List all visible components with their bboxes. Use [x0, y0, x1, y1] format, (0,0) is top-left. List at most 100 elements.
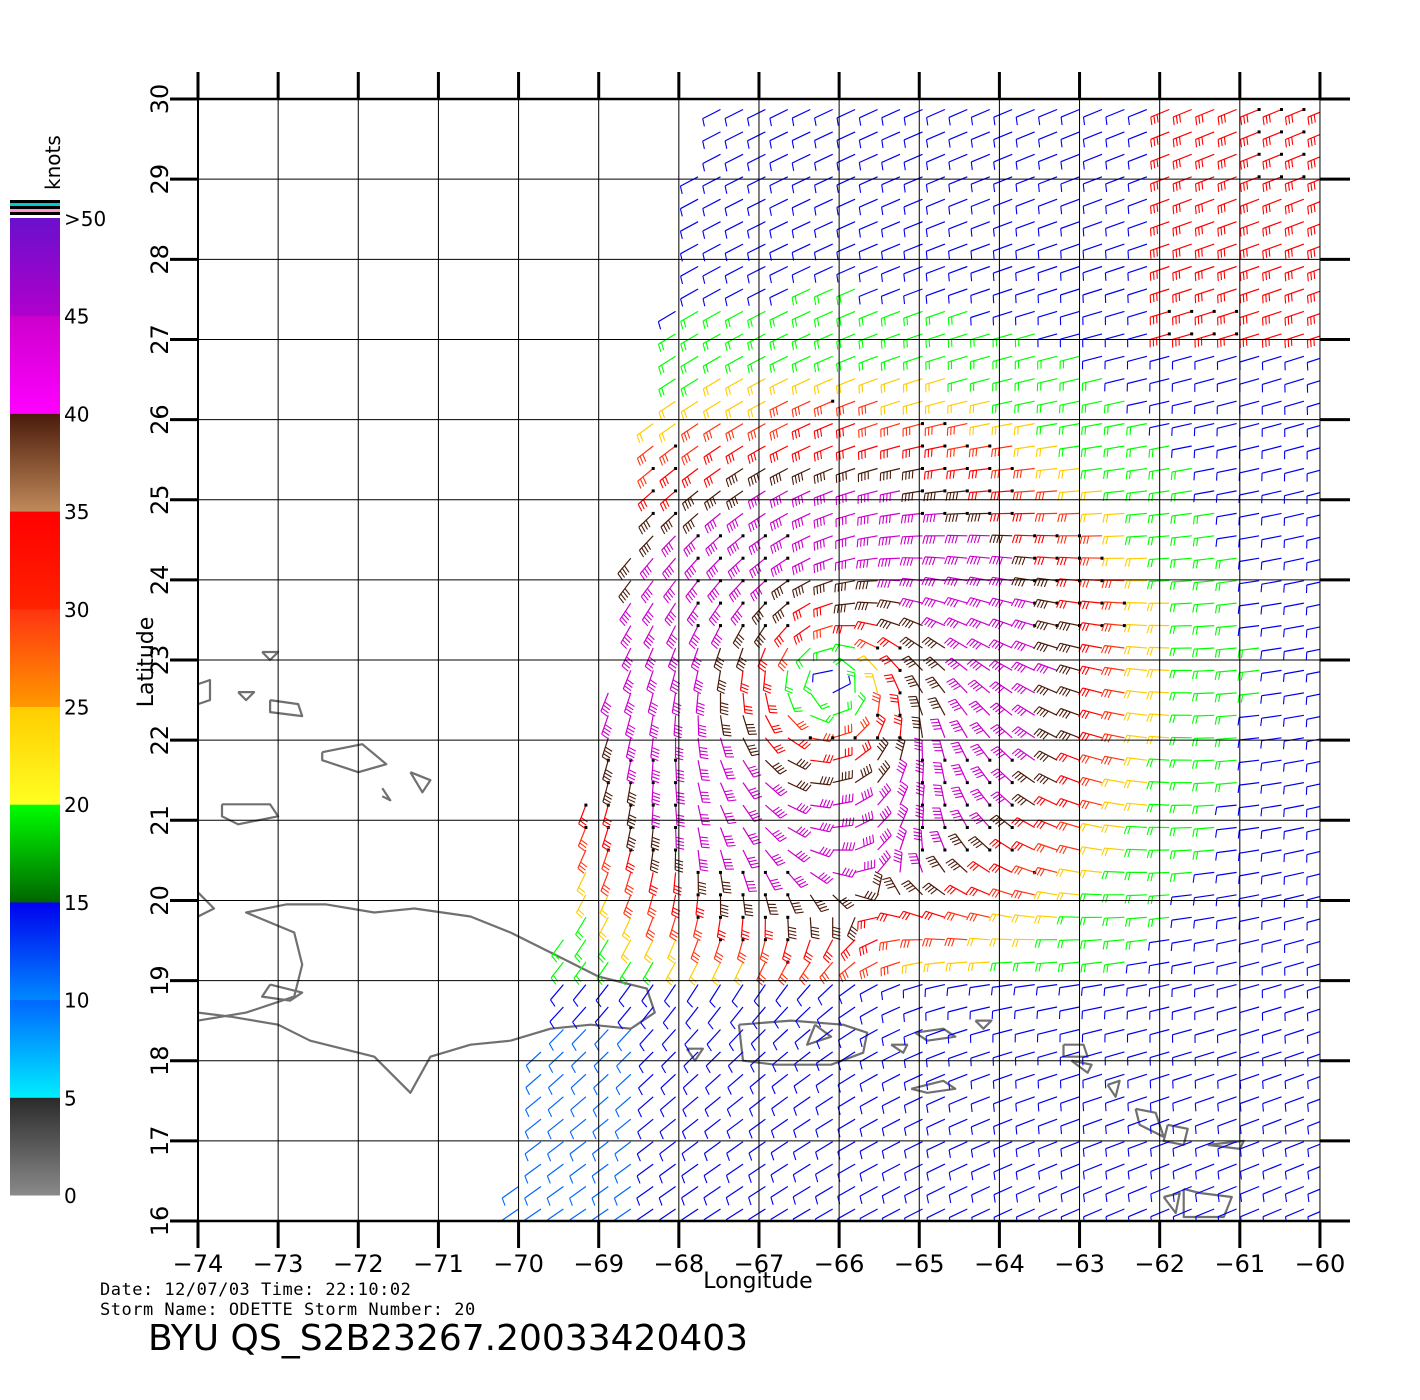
wind-barb — [1083, 176, 1103, 185]
wind-barb — [1059, 961, 1080, 965]
wind-barb-feather — [950, 661, 958, 668]
wind-barb — [882, 1141, 901, 1152]
wind-barb-feather — [1103, 471, 1106, 480]
wind-barb-feather — [716, 951, 724, 958]
rain-flag — [965, 511, 969, 515]
wind-barb-feather — [1033, 620, 1039, 629]
wind-barb-feather — [1015, 513, 1019, 522]
wind-barb-feather — [870, 892, 876, 900]
wind-barb-feather — [680, 343, 684, 352]
rain-flag — [1055, 556, 1059, 560]
wind-barb-feather — [1260, 876, 1263, 885]
wind-barb-feather — [1152, 271, 1155, 280]
wind-barb-feather — [1104, 848, 1109, 857]
wind-barb-feather — [1195, 671, 1199, 680]
wind-barb-feather — [1260, 561, 1263, 570]
wind-barb-feather — [785, 686, 794, 691]
wind-barb — [971, 1118, 991, 1128]
wind-barb — [1015, 1141, 1035, 1150]
wind-barb-feather — [826, 799, 831, 808]
wind-barb-feather — [971, 814, 979, 820]
colorbar-level-label: 20 — [64, 793, 89, 817]
wind-barb — [795, 1006, 811, 1022]
wind-barb — [970, 1006, 990, 1013]
wind-barb — [1217, 423, 1237, 429]
wind-barb-feather — [1127, 580, 1131, 589]
wind-barb-feather — [989, 513, 993, 522]
wind-barb-feather — [698, 881, 707, 885]
wind-barb-feather — [798, 632, 803, 641]
wind-barb-feather — [651, 843, 660, 848]
wind-barb-feather — [676, 846, 685, 850]
wind-barb — [681, 1163, 699, 1177]
wind-barb-feather — [965, 617, 972, 626]
wind-barb-feather — [879, 813, 885, 821]
wind-barb-feather — [1081, 732, 1087, 741]
wind-barb-feather — [683, 364, 687, 373]
wind-barb-feather — [626, 730, 634, 736]
rain-flag — [651, 781, 655, 785]
wind-barb — [1262, 1118, 1282, 1127]
wind-barb — [948, 355, 968, 363]
wind-barb-feather — [1038, 963, 1042, 972]
wind-barb-feather — [760, 659, 768, 666]
wind-barb — [1105, 1141, 1125, 1150]
wind-barb-feather — [1262, 273, 1264, 282]
wind-barb-feather — [1146, 691, 1150, 700]
wind-barb-feather — [839, 429, 841, 438]
wind-barb-feather — [1126, 713, 1131, 721]
wind-barb-feather — [1085, 645, 1090, 654]
wind-barb-feather — [658, 389, 662, 398]
wind-barb — [1128, 1208, 1148, 1218]
wind-barb-feather — [1014, 663, 1021, 671]
wind-barb-feather — [643, 642, 650, 650]
wind-barb-feather — [969, 862, 977, 870]
wind-barb — [1127, 1096, 1148, 1104]
rain-flag — [921, 444, 924, 448]
wind-barb-feather — [626, 824, 635, 829]
wind-barb — [1306, 626, 1320, 631]
wind-barb-feather — [836, 604, 840, 614]
wind-barb-feather — [819, 518, 822, 527]
wind-barb-feather — [845, 794, 847, 803]
rain-flag — [651, 803, 655, 807]
wind-barb-feather — [993, 962, 997, 972]
wind-barb-feather — [969, 598, 975, 606]
wind-barb-feather — [776, 588, 781, 597]
wind-barb-feather — [771, 881, 780, 885]
wind-barb-feather — [802, 805, 809, 813]
wind-barb-feather — [819, 798, 824, 807]
wind-barb — [1284, 1051, 1305, 1059]
wind-barb-feather — [1033, 891, 1038, 900]
wind-barb — [1194, 939, 1215, 945]
wind-barb-feather — [864, 890, 870, 898]
wind-barb — [1127, 310, 1148, 318]
wind-barb-feather — [769, 455, 773, 464]
wind-barb — [971, 1163, 991, 1173]
wind-barb-feather — [1061, 448, 1064, 457]
wind-barb-feather — [769, 500, 773, 509]
wind-barb-feather — [831, 643, 836, 652]
wind-barb — [1127, 984, 1148, 989]
wind-barb-feather — [900, 515, 904, 524]
wind-barb-feather — [992, 250, 995, 259]
wind-barb — [1038, 1141, 1058, 1150]
wind-barb-feather — [913, 827, 922, 831]
wind-barb-feather — [769, 275, 772, 284]
wind-barb-feather — [600, 710, 608, 717]
colorbar-level-label: 35 — [64, 500, 89, 524]
wind-barb — [1194, 580, 1215, 584]
wind-barb — [1239, 512, 1260, 518]
wind-barb-feather — [661, 364, 665, 373]
wind-barb-feather — [933, 787, 942, 790]
rain-flag — [1055, 624, 1059, 628]
wind-barb-feather — [885, 537, 888, 546]
wind-barb-feather — [794, 1042, 799, 1050]
wind-barb-feather — [1011, 577, 1016, 586]
wind-barb — [794, 1051, 811, 1065]
wind-barb-feather — [1305, 719, 1308, 728]
wind-barb-feather — [993, 513, 997, 522]
wind-barb-feather — [924, 884, 932, 891]
wind-barb — [661, 1029, 677, 1045]
wind-barb-feather — [885, 622, 892, 630]
